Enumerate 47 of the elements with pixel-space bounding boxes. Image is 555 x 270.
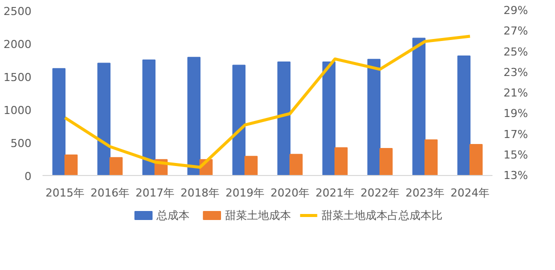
x-tick-label: 2017年: [136, 186, 175, 200]
y2-tick-label: 27%: [504, 24, 528, 38]
bar: [110, 157, 123, 176]
y2-tick-label: 13%: [504, 169, 528, 182]
y-tick-label: 2500: [4, 5, 32, 18]
bar: [380, 148, 393, 176]
x-tick-label: 2024年: [450, 186, 490, 200]
bar: [322, 61, 336, 176]
bar: [187, 56, 200, 176]
legend-label: 甜菜土地成本: [224, 209, 291, 222]
bar: [97, 62, 110, 176]
y2-tick-label: 29%: [504, 4, 528, 17]
y2-tick-label: 25%: [504, 45, 528, 58]
bar: [277, 61, 290, 176]
y2-tick-label: 17%: [504, 128, 528, 141]
x-tick-label: 2016年: [90, 186, 130, 200]
y-tick-label: 1500: [4, 71, 32, 84]
bar: [457, 56, 470, 176]
x-tick-label: 2021年: [316, 186, 355, 200]
bar: [424, 139, 438, 176]
bar: [52, 68, 66, 176]
x-tick-label: 2022年: [360, 186, 400, 200]
y-tick-label: 500: [10, 137, 32, 150]
bar: [412, 38, 426, 176]
bar: [334, 147, 348, 176]
x-tick-label: 2019年: [226, 186, 265, 200]
legend-label: 总成本: [155, 209, 190, 222]
y-tick-label: 0: [24, 170, 32, 183]
bar: [64, 154, 78, 176]
y2-tick-label: 21%: [504, 86, 528, 100]
y-tick-label: 2000: [4, 38, 32, 51]
line-series: [64, 34, 472, 169]
y2-tick-label: 23%: [504, 66, 528, 79]
bar: [232, 64, 246, 176]
x-tick-label: 2018年: [180, 186, 220, 200]
bar: [367, 58, 380, 176]
x-tick-label: 2023年: [406, 186, 445, 200]
bar: [470, 144, 483, 176]
bar: [244, 156, 258, 176]
bar: [290, 154, 303, 176]
y2-tick-label: 15%: [504, 148, 528, 162]
bar: [142, 60, 156, 176]
legend-label: 甜菜土地成本占总成本比: [322, 209, 443, 222]
x-tick-label: 2020年: [270, 186, 310, 200]
x-tick-label: 2015年: [46, 186, 85, 200]
y2-tick-label: 19%: [504, 107, 528, 120]
y-tick-label: 1000: [4, 104, 32, 117]
